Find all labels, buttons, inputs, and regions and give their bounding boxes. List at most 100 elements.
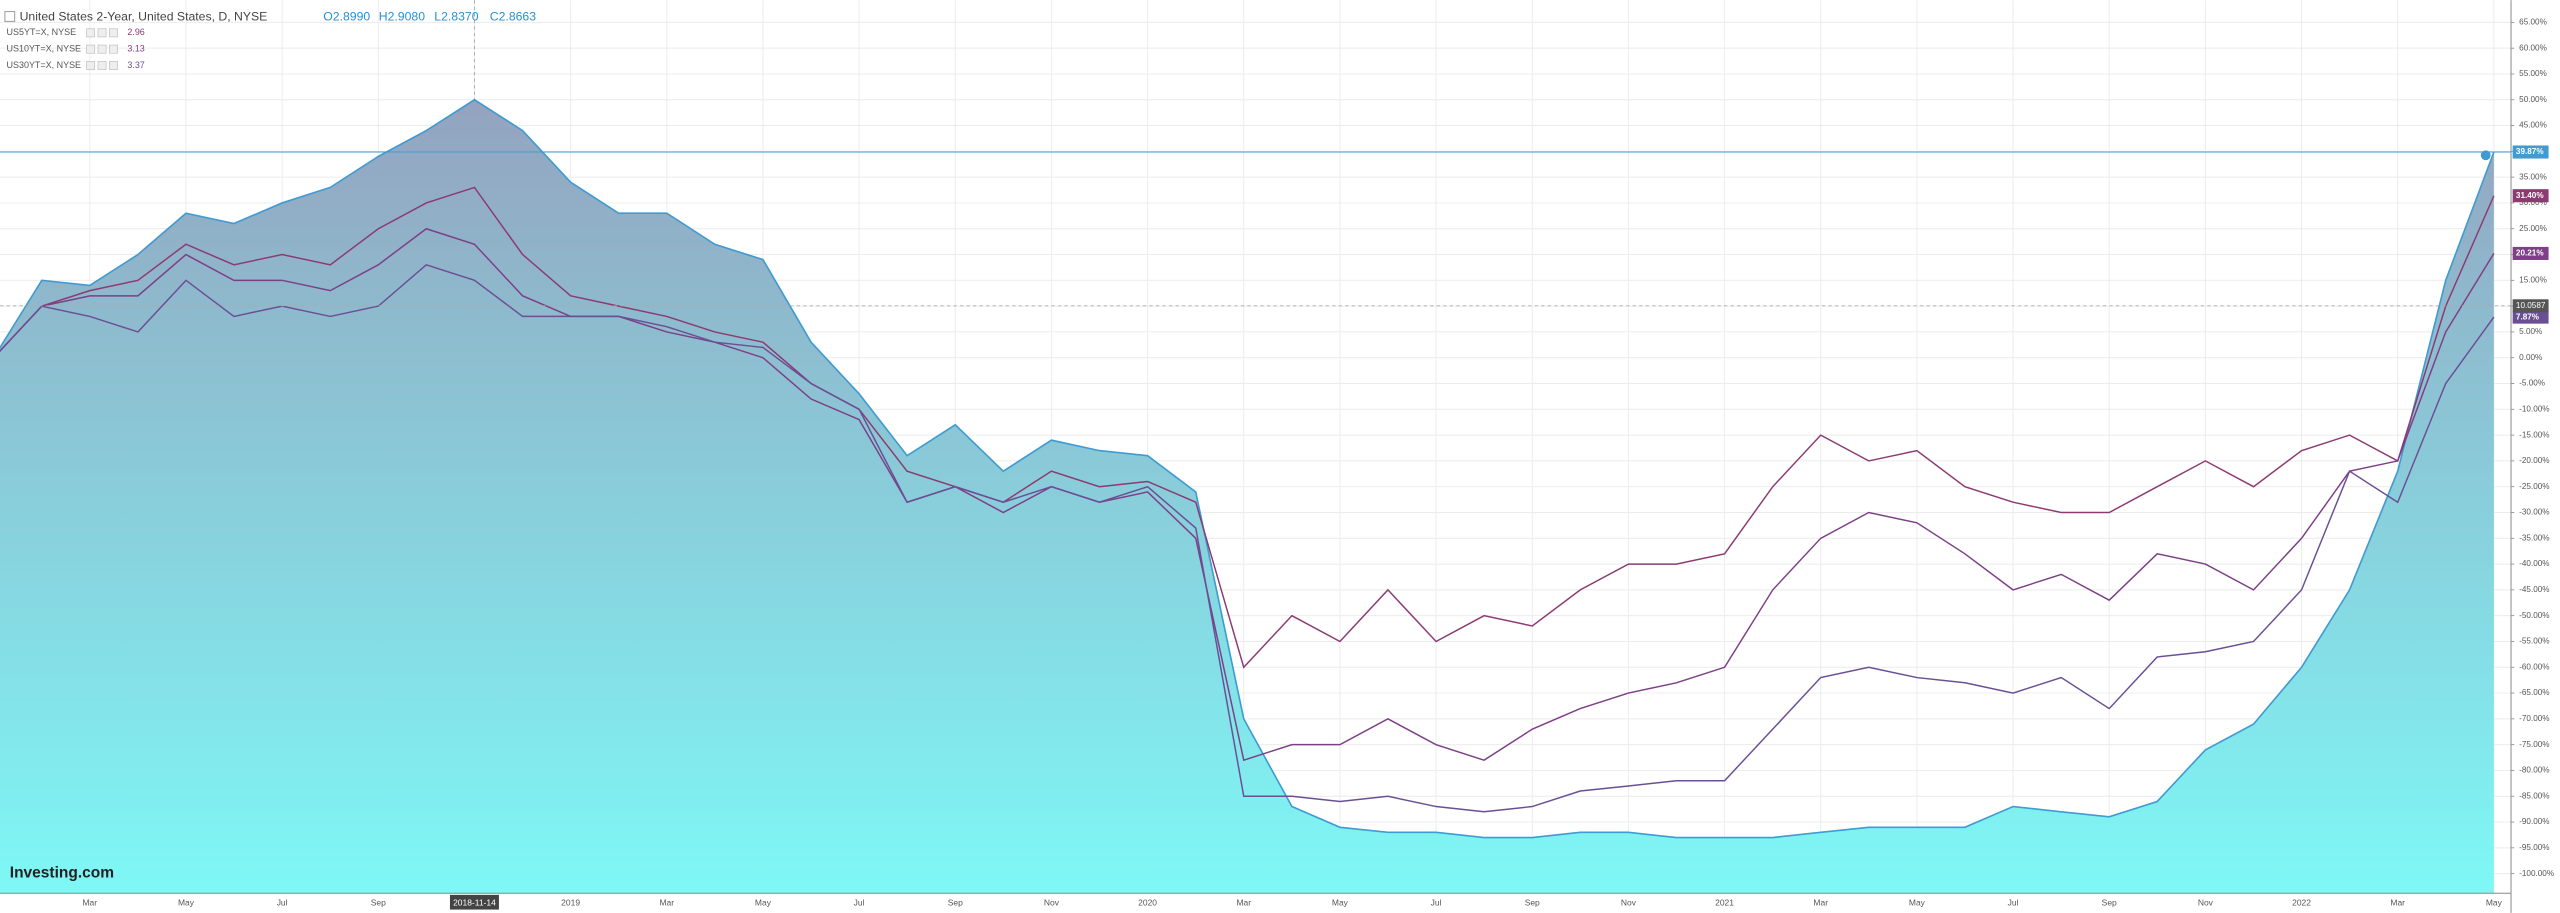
x-tick-label: Jul xyxy=(2008,897,2019,907)
y-tick-label: 60.00% xyxy=(2519,43,2547,52)
axes: 65.00%60.00%55.00%50.00%45.00%40.00%35.0… xyxy=(82,18,2554,910)
legend-button[interactable] xyxy=(109,61,118,70)
collapse-icon[interactable] xyxy=(4,11,16,22)
x-tick-label: 2022 xyxy=(2292,897,2311,907)
x-tick-label: Jul xyxy=(1431,897,1442,907)
end-label: 20.21% xyxy=(2516,249,2544,258)
end-label-bg xyxy=(2512,310,2549,324)
legend-button[interactable] xyxy=(109,44,118,54)
x-tick-label: Mar xyxy=(1236,897,1251,907)
y-tick-label: -25.00% xyxy=(2519,482,2549,491)
y-tick-label: 25.00% xyxy=(2519,224,2547,233)
y-tick-label: -55.00% xyxy=(2519,637,2549,646)
y-tick-label: -50.00% xyxy=(2519,611,2549,620)
y-tick-label: 15.00% xyxy=(2519,275,2547,284)
x-tick-label: Sep xyxy=(2102,897,2117,907)
end-label: 7.87% xyxy=(2516,312,2540,321)
legend-name: US5YT=X, NYSE xyxy=(7,27,77,37)
legend-button[interactable] xyxy=(86,61,96,70)
x-tick-label: May xyxy=(2486,897,2503,907)
y-tick-label: 65.00% xyxy=(2519,18,2547,27)
y-tick-label: -40.00% xyxy=(2519,559,2549,568)
y-tick-label: -65.00% xyxy=(2519,688,2549,697)
x-tick-label: Sep xyxy=(1525,897,1540,907)
x-tick-label: Jul xyxy=(854,897,865,907)
series-line xyxy=(0,264,2495,813)
crosshair-date-bg xyxy=(449,894,499,910)
legend-button[interactable] xyxy=(97,44,107,54)
ohlc-value: C2.8663 xyxy=(490,10,536,24)
plot-area xyxy=(0,0,2512,894)
x-tick-label: Nov xyxy=(2198,897,2214,907)
y-tick-label: -35.00% xyxy=(2519,533,2549,542)
x-tick-label: 2019 xyxy=(561,897,580,907)
y-tick-label: -80.00% xyxy=(2519,766,2549,775)
end-label-bg xyxy=(2512,246,2549,260)
ohlc-value: L2.8370 xyxy=(434,10,478,24)
x-tick-label: Sep xyxy=(371,897,386,907)
x-tick-label: Nov xyxy=(1621,897,1637,907)
y-tick-label: -90.00% xyxy=(2519,817,2549,826)
watermark: Investing.com xyxy=(10,865,114,882)
legend-value: 2.96 xyxy=(127,27,144,37)
x-tick-label: May xyxy=(178,897,195,907)
x-tick-label: May xyxy=(755,897,772,907)
y-tick-label: 45.00% xyxy=(2519,121,2547,130)
x-tick-label: May xyxy=(1332,897,1349,907)
x-tick-label: Mar xyxy=(659,897,674,907)
y-tick-label: 30.00% xyxy=(2519,198,2547,207)
series-line xyxy=(0,186,2495,669)
x-tick-label: Jul xyxy=(277,897,288,907)
end-label: 31.40% xyxy=(2516,191,2544,200)
legend-value: 3.37 xyxy=(127,60,144,70)
x-tick-label: Nov xyxy=(1044,897,1060,907)
legend-button[interactable] xyxy=(97,61,107,70)
legend-button[interactable] xyxy=(86,28,96,38)
x-tick-label: Sep xyxy=(948,897,963,907)
legend-button[interactable] xyxy=(97,28,107,38)
y-tick-label: 55.00% xyxy=(2519,69,2547,78)
series-line xyxy=(0,98,2495,839)
y-tick-label: -60.00% xyxy=(2519,662,2549,671)
y-tick-label: -5.00% xyxy=(2519,379,2545,388)
end-label-bg xyxy=(2512,189,2549,203)
y-tick-label: -10.00% xyxy=(2519,404,2549,413)
crosshair-label-bg xyxy=(2512,299,2549,313)
legend-name: US10YT=X, NYSE xyxy=(7,44,82,54)
y-tick-label: 50.00% xyxy=(2519,95,2547,104)
header: United States 2-Year, United States, D, … xyxy=(4,10,268,24)
series-line xyxy=(0,227,2495,762)
legend-button[interactable] xyxy=(109,28,118,38)
end-label-bg xyxy=(2512,145,2549,159)
legend: US5YT=X, NYSE 2.96 US10YT=X, NYSE 3.13 US30Y… xyxy=(7,27,145,70)
x-tick-label: Mar xyxy=(2390,897,2405,907)
crosshair-label: 10.0587 xyxy=(2516,301,2546,310)
y-tick-label: 0.00% xyxy=(2519,353,2542,362)
last-value-dot xyxy=(2480,150,2491,161)
ohlc-value: O2.8990 xyxy=(323,10,370,24)
y-tick-label: -30.00% xyxy=(2519,508,2549,517)
x-tick-label: 2021 xyxy=(1715,897,1734,907)
series-area xyxy=(0,99,2494,894)
legend-value: 3.13 xyxy=(127,44,144,54)
y-tick-label: -15.00% xyxy=(2519,430,2549,439)
x-tick-label: 2018-11-14 xyxy=(453,897,496,907)
chart-title: United States 2-Year, United States, D, … xyxy=(20,10,268,24)
x-tick-label: Mar xyxy=(1813,897,1828,907)
y-tick-label: -45.00% xyxy=(2519,585,2549,594)
x-tick-label: 2020 xyxy=(1138,897,1157,907)
ohlc: O2.8990 H2.9080 L2.8370 C2.8663 xyxy=(323,10,536,24)
y-tick-label: -75.00% xyxy=(2519,740,2549,749)
y-tick-label: 35.00% xyxy=(2519,172,2547,181)
y-tick-label: -20.00% xyxy=(2519,456,2549,465)
y-tick-label: -85.00% xyxy=(2519,791,2549,800)
end-label: 39.87% xyxy=(2516,147,2544,156)
y-tick-label: -70.00% xyxy=(2519,714,2549,723)
x-tick-label: May xyxy=(1909,897,1926,907)
y-tick-label: -95.00% xyxy=(2519,843,2549,852)
legend-button[interactable] xyxy=(86,44,96,54)
y-tick-label: 5.00% xyxy=(2519,327,2542,336)
y-tick-label: -100.00% xyxy=(2519,869,2554,878)
